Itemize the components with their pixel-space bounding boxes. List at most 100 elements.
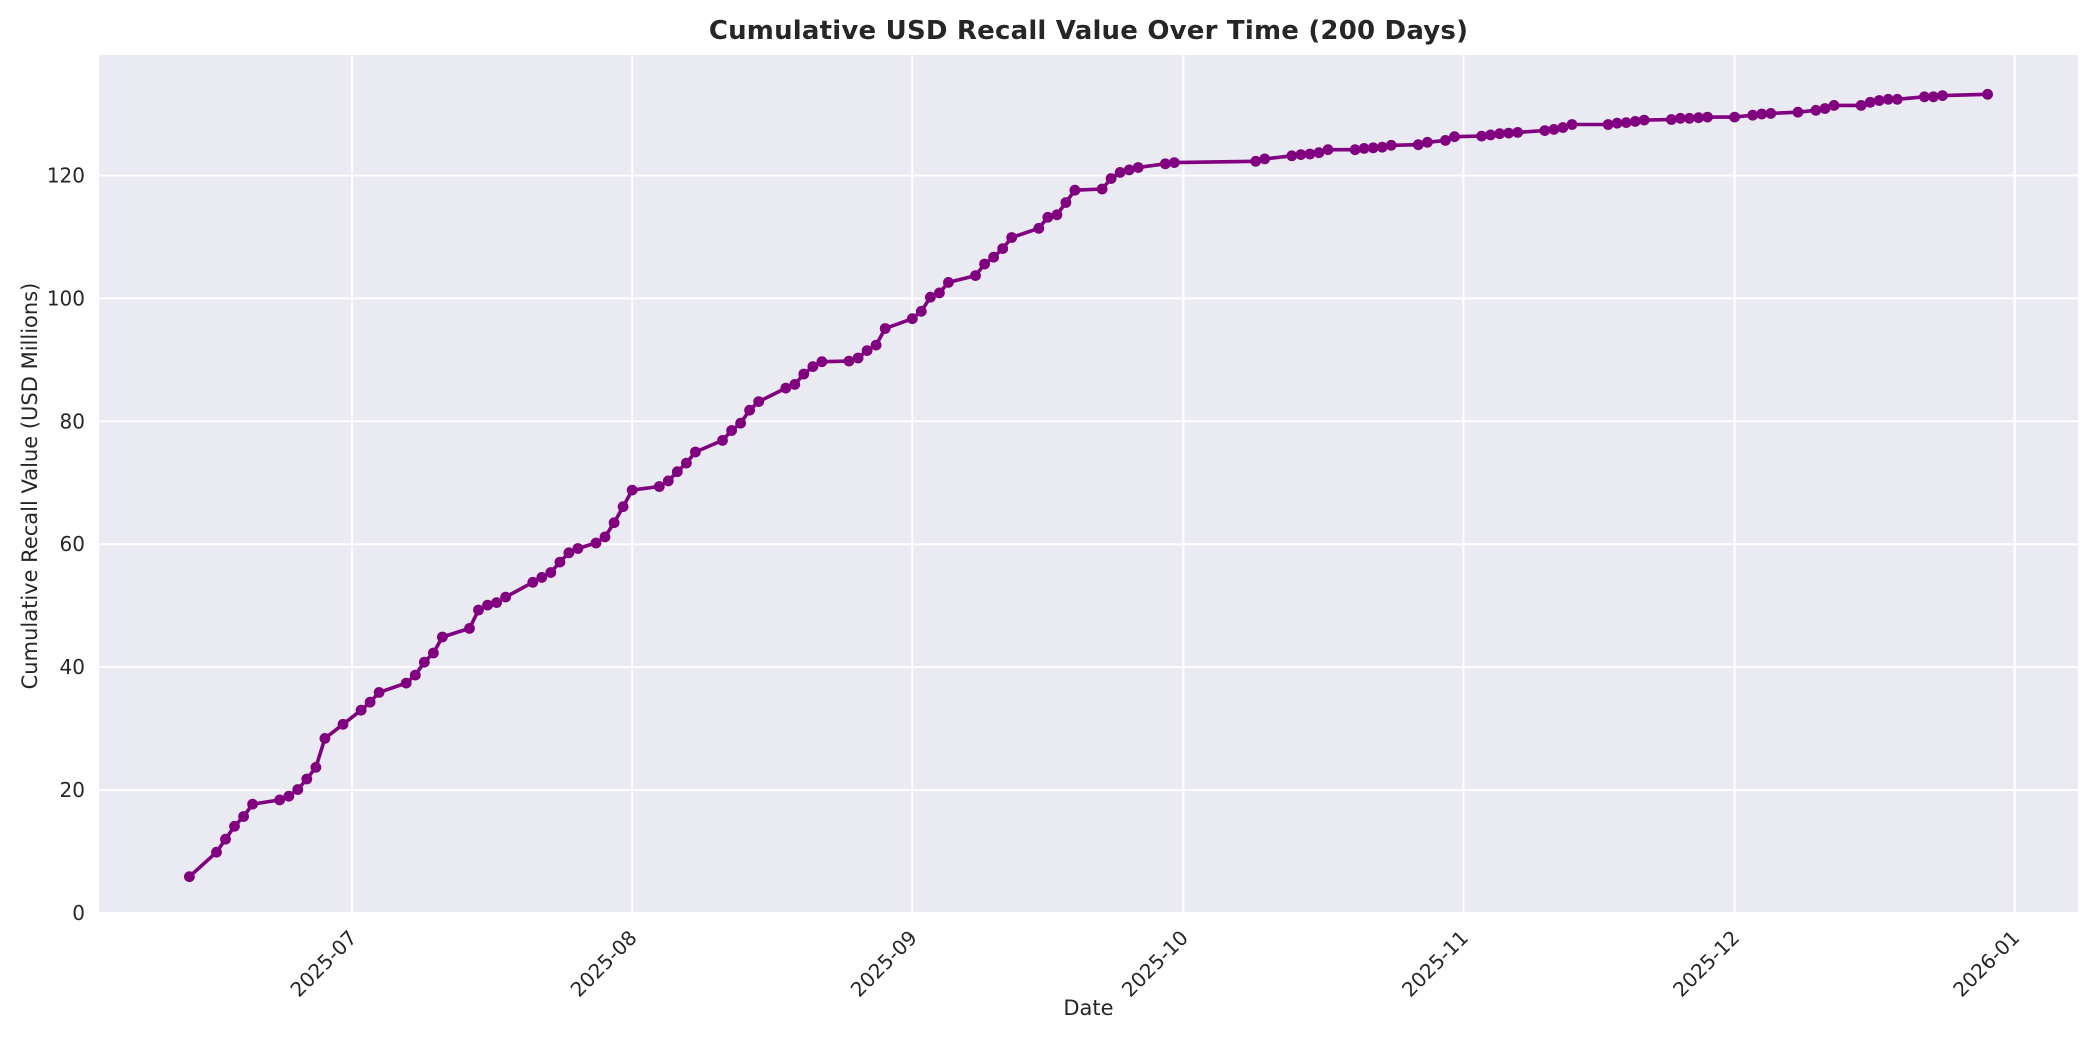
data-point-marker bbox=[283, 790, 295, 802]
data-point-marker bbox=[915, 305, 927, 317]
data-point-marker bbox=[1286, 150, 1298, 162]
data-point-marker bbox=[1503, 127, 1515, 139]
data-point-marker bbox=[608, 517, 620, 529]
data-point-marker bbox=[1105, 173, 1117, 184]
data-point-marker bbox=[970, 270, 981, 281]
data-point-marker bbox=[1602, 119, 1614, 130]
data-point-marker bbox=[247, 798, 258, 810]
data-point-marker bbox=[1765, 108, 1777, 119]
data-point-marker bbox=[744, 404, 755, 416]
data-point-marker bbox=[1358, 143, 1370, 154]
data-point-marker bbox=[1060, 197, 1072, 208]
data-point-marker bbox=[1792, 106, 1804, 118]
data-point-marker bbox=[599, 531, 611, 543]
data-point-marker bbox=[879, 323, 891, 334]
data-point-marker bbox=[337, 718, 349, 730]
data-point-marker bbox=[500, 591, 511, 603]
data-point-marker bbox=[1494, 128, 1506, 140]
plot-area bbox=[99, 55, 2078, 913]
data-point-marker bbox=[1485, 129, 1496, 141]
data-point-marker bbox=[310, 761, 322, 773]
data-point-marker bbox=[1250, 155, 1262, 167]
data-point-marker bbox=[1539, 125, 1551, 136]
data-point-marker bbox=[925, 291, 936, 303]
data-point-marker bbox=[1512, 126, 1524, 138]
data-point-marker bbox=[1629, 116, 1641, 127]
data-point-marker bbox=[690, 446, 701, 458]
data-point-marker bbox=[1666, 114, 1677, 125]
data-point-marker bbox=[1928, 91, 1939, 103]
data-point-marker bbox=[274, 794, 286, 806]
data-point-marker bbox=[807, 361, 819, 372]
data-point-marker bbox=[626, 484, 638, 496]
data-point-marker bbox=[1638, 114, 1650, 126]
data-point-marker bbox=[1376, 141, 1388, 153]
y-tick-label: 100 bbox=[47, 286, 85, 310]
data-point-marker bbox=[563, 547, 575, 559]
data-point-marker bbox=[1828, 100, 1840, 111]
x-tick-label: 2026-01 bbox=[1948, 926, 2024, 1002]
data-point-marker bbox=[1702, 111, 1713, 123]
data-point-marker bbox=[1168, 157, 1180, 169]
chart-title: Cumulative USD Recall Value Over Time (2… bbox=[708, 16, 1469, 46]
data-point-marker bbox=[717, 435, 728, 446]
data-point-marker bbox=[1756, 108, 1768, 120]
data-point-marker bbox=[428, 647, 439, 659]
data-point-marker bbox=[211, 846, 222, 858]
data-point-marker bbox=[681, 457, 692, 469]
data-point-marker bbox=[301, 773, 313, 785]
data-point-marker bbox=[437, 631, 448, 643]
x-tick-label: 2025-11 bbox=[1397, 926, 1473, 1002]
data-point-marker bbox=[852, 352, 864, 364]
data-point-marker bbox=[1349, 144, 1361, 156]
data-point-marker bbox=[536, 572, 548, 583]
data-point-marker bbox=[735, 417, 746, 429]
x-axis-label: Date bbox=[1063, 996, 1114, 1020]
data-point-marker bbox=[1982, 88, 1993, 100]
y-tick-label: 80 bbox=[60, 409, 85, 433]
data-point-marker bbox=[1819, 103, 1831, 114]
data-point-marker bbox=[590, 537, 602, 549]
data-point-marker bbox=[400, 677, 412, 689]
data-point-marker bbox=[997, 243, 1009, 255]
data-point-marker bbox=[662, 475, 674, 487]
data-point-marker bbox=[1304, 148, 1316, 160]
data-point-marker bbox=[373, 687, 385, 698]
data-point-marker bbox=[934, 287, 945, 299]
data-point-marker bbox=[1422, 136, 1433, 148]
data-point-marker bbox=[943, 277, 954, 288]
y-tick-label: 40 bbox=[60, 655, 85, 679]
data-point-marker bbox=[1566, 119, 1578, 130]
data-point-marker bbox=[861, 345, 873, 356]
data-point-marker bbox=[1322, 144, 1334, 156]
data-point-marker bbox=[1385, 139, 1397, 151]
data-point-marker bbox=[1440, 135, 1451, 146]
x-tick-label: 2025-09 bbox=[846, 926, 922, 1002]
data-point-marker bbox=[1620, 117, 1632, 128]
data-point-marker bbox=[726, 425, 737, 436]
data-point-marker bbox=[473, 604, 484, 616]
data-point-marker bbox=[1684, 112, 1695, 124]
data-point-marker bbox=[1729, 111, 1740, 123]
data-point-marker bbox=[1476, 130, 1487, 142]
data-point-marker bbox=[1919, 91, 1930, 103]
y-tick-label: 20 bbox=[60, 778, 85, 802]
data-point-marker bbox=[1096, 183, 1108, 195]
data-point-marker bbox=[491, 597, 502, 608]
data-point-marker bbox=[572, 543, 584, 554]
data-point-marker bbox=[753, 396, 765, 407]
data-point-marker bbox=[870, 339, 882, 351]
data-point-marker bbox=[184, 871, 195, 883]
data-point-marker bbox=[1295, 149, 1307, 161]
data-point-marker bbox=[1611, 117, 1623, 129]
data-point-marker bbox=[1033, 222, 1045, 234]
data-point-marker bbox=[1132, 162, 1144, 173]
data-point-marker bbox=[464, 623, 475, 634]
data-point-marker bbox=[1882, 93, 1894, 105]
data-point-marker bbox=[1548, 123, 1560, 135]
data-point-marker bbox=[220, 833, 231, 845]
data-point-marker bbox=[1412, 139, 1424, 151]
data-point-marker bbox=[789, 379, 801, 390]
data-point-marker bbox=[1449, 131, 1460, 143]
